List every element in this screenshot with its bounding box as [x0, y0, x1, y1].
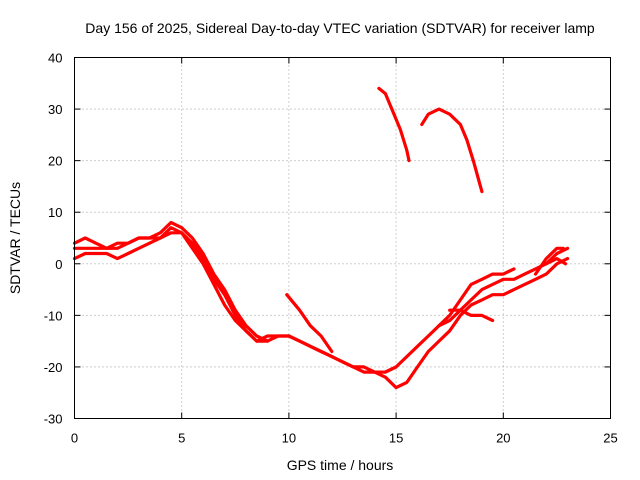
series-line-track-j	[544, 257, 568, 266]
series-line-track-e	[330, 257, 570, 390]
y-tick-label: -10	[44, 308, 63, 323]
x-tick-label: 0	[71, 431, 78, 446]
series-line-track-c	[72, 231, 270, 343]
x-tick-label: 25	[603, 431, 617, 446]
y-tick-label: 0	[55, 257, 62, 272]
y-tick-label: 40	[48, 51, 62, 66]
y-tick-label: 10	[48, 205, 62, 220]
series-line-track-k	[377, 86, 411, 163]
x-tick-label: 15	[389, 431, 403, 446]
y-tick-label: 20	[48, 154, 62, 169]
y-tick-label: -20	[44, 360, 63, 375]
plot-frame	[74, 57, 611, 419]
series-layer	[72, 86, 570, 390]
x-tick-label: 5	[178, 431, 185, 446]
series-line-track-d	[285, 293, 334, 354]
chart-title: Day 156 of 2025, Sidereal Day-to-day VTE…	[85, 20, 595, 36]
x-tick-label: 20	[496, 431, 510, 446]
series-line-track-f	[383, 246, 570, 374]
y-tick-label: 30	[48, 102, 62, 117]
x-tick-label: 10	[282, 431, 296, 446]
series-line-track-h	[448, 308, 495, 323]
series-line-track-b	[72, 226, 398, 374]
y-axis-title: SDTVAR / TECUs	[7, 182, 23, 294]
series-line-track-i	[533, 246, 565, 276]
tick-layer: 0 5 10 15 20 25 -30 -20 -10 0 10 20 30 40	[44, 51, 618, 446]
series-line-track-g	[437, 267, 516, 328]
x-axis-title: GPS time / hours	[287, 457, 394, 473]
series-line-track-l	[420, 107, 484, 194]
y-tick-label: -30	[44, 412, 63, 427]
